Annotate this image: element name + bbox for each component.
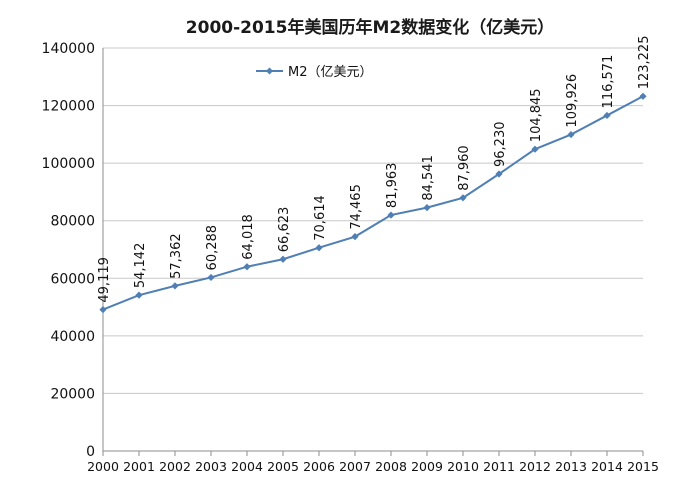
x-tick-label: 2006 [303,459,335,474]
data-label: 60,288 [205,225,220,271]
data-point [135,291,143,299]
data-point [567,130,575,139]
x-tick-label: 2009 [411,459,443,474]
x-tick-label: 2014 [591,459,623,474]
data-label: 54,142 [133,243,148,289]
x-tick-label: 2011 [483,459,515,474]
series-m2 [99,92,647,314]
y-tick-label: 100000 [42,156,95,172]
data-label: 57,362 [169,233,184,279]
x-tick-label: 2008 [375,459,407,474]
x-tick-label: 2010 [447,459,479,474]
data-point [279,255,287,263]
legend: M2（亿美元） [256,65,373,80]
gridlines [103,47,643,394]
series-line [102,95,644,311]
x-tick-label: 2003 [195,459,227,474]
y-tick-label: 140000 [42,41,95,57]
data-point [351,233,359,241]
x-tick-label: 2005 [267,459,299,474]
data-point [639,92,647,100]
x-tick-label: 2007 [339,459,371,474]
y-tick-label: 40000 [50,329,95,345]
x-axis-ticks: 2000 2001 2002 2003 2004 2005 2006 2007 2008 2009… [87,451,659,474]
data-point [99,306,107,314]
data-point [603,111,611,120]
data-label: 64,018 [241,214,256,260]
x-tick-label: 2004 [231,459,263,474]
legend-diamond-marker [266,67,273,75]
data-point [423,204,431,212]
x-tick-label: 2000 [87,459,119,474]
data-point [459,194,467,202]
data-label: 49,119 [97,257,112,303]
x-tick-label: 2001 [123,459,155,474]
y-axis-ticks: 0 20000 40000 60000 80000 100000 120000 140000 [42,41,95,460]
y-tick-label: 0 [86,444,95,460]
y-tick-label: 20000 [50,386,95,402]
data-label: 74,465 [349,184,364,230]
x-tick-label: 2015 [627,459,659,474]
y-tick-label: 80000 [50,214,95,230]
data-label: 116,571 [601,55,616,109]
data-label: 70,614 [313,195,328,241]
data-labels: 49,119 54,142 57,362 60,288 64,018 66,623 70,6… [97,36,652,303]
x-tick-label: 2002 [159,459,191,474]
x-tick-label: 2013 [555,459,587,474]
axes [102,48,643,452]
data-label: 96,230 [493,121,508,167]
chart-title: 2000-2015年美国历年M2数据变化（亿美元） [186,17,554,38]
data-point [531,145,539,153]
data-label: 84,541 [421,155,436,201]
y-tick-label: 120000 [42,99,95,115]
data-point [387,211,395,219]
data-label: 81,963 [385,163,400,209]
data-label: 87,960 [457,145,472,191]
data-label: 123,225 [637,36,652,90]
data-label: 66,623 [277,207,292,253]
legend-label: M2（亿美元） [288,65,373,80]
data-label: 109,926 [565,74,580,128]
x-tick-label: 2012 [519,459,551,474]
data-label: 104,845 [529,88,544,142]
data-point [207,273,215,282]
data-point [315,244,323,252]
data-point [243,263,251,271]
data-point [495,170,503,178]
data-point [171,282,179,290]
y-tick-label: 60000 [50,271,95,287]
